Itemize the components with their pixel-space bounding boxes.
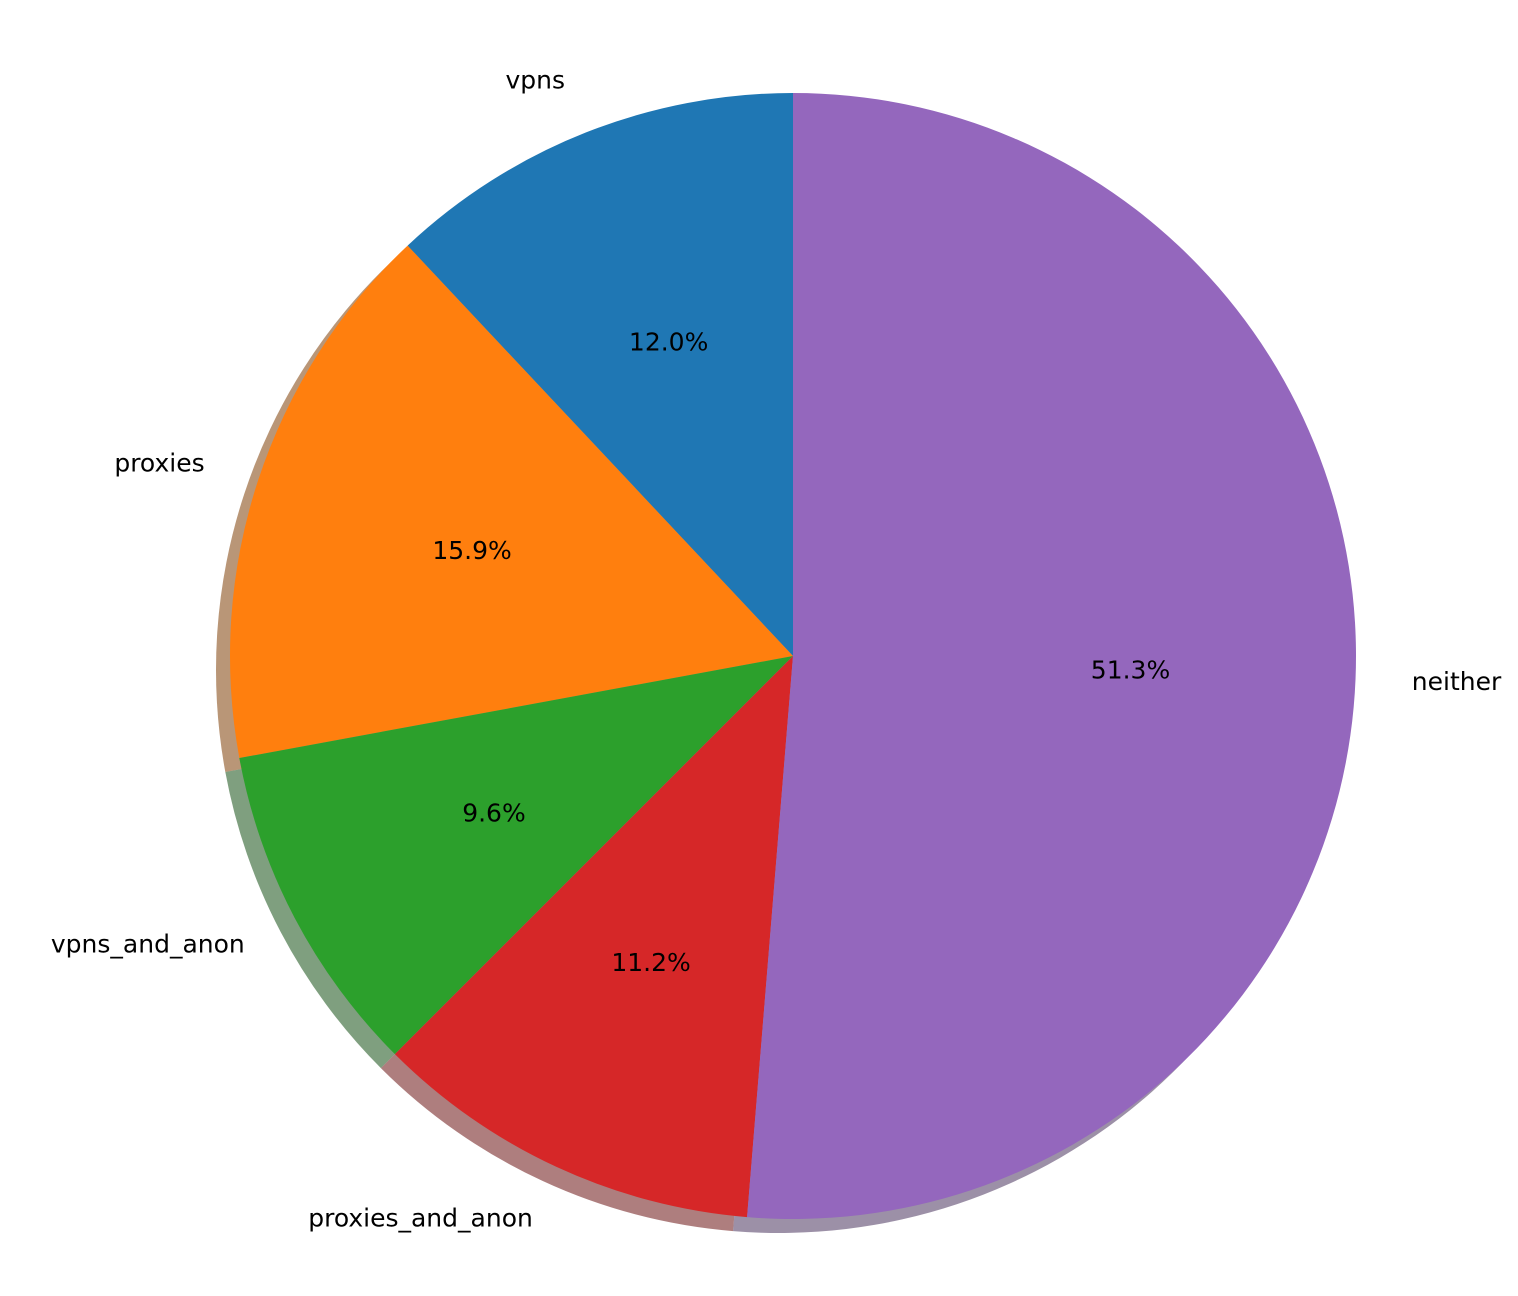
pie-pct-label-neither: 51.3% — [1091, 655, 1170, 684]
pie-labels: 12.0% vpns 15.9% proxies 9.6% vpns_and_anon 11… — [51, 66, 1502, 1233]
pie-category-label-proxies-and-anon: proxies_and_anon — [308, 1204, 533, 1233]
pie-category-label-vpns: vpns — [505, 66, 565, 95]
pie-category-label-vpns-and-anon: vpns_and_anon — [51, 930, 245, 959]
pie-pct-label-vpns: 12.0% — [629, 327, 708, 356]
pie-slice-vpns — [407, 93, 793, 656]
pie-pct-label-vpns-and-anon: 9.6% — [462, 799, 526, 828]
pie-category-label-neither: neither — [1412, 667, 1502, 696]
pie-slices — [229, 93, 1356, 1219]
pie-slice-proxies — [229, 245, 793, 759]
pie-pct-label-proxies: 15.9% — [432, 536, 511, 565]
pie-slice-vpns-and-anon — [239, 656, 794, 1055]
pie-category-label-proxies: proxies — [114, 448, 204, 477]
pie-pct-label-proxies-and-anon: 11.2% — [611, 948, 690, 977]
pie-slice-neither — [747, 93, 1356, 1219]
pie-slice-proxies-and-anon — [394, 656, 793, 1218]
